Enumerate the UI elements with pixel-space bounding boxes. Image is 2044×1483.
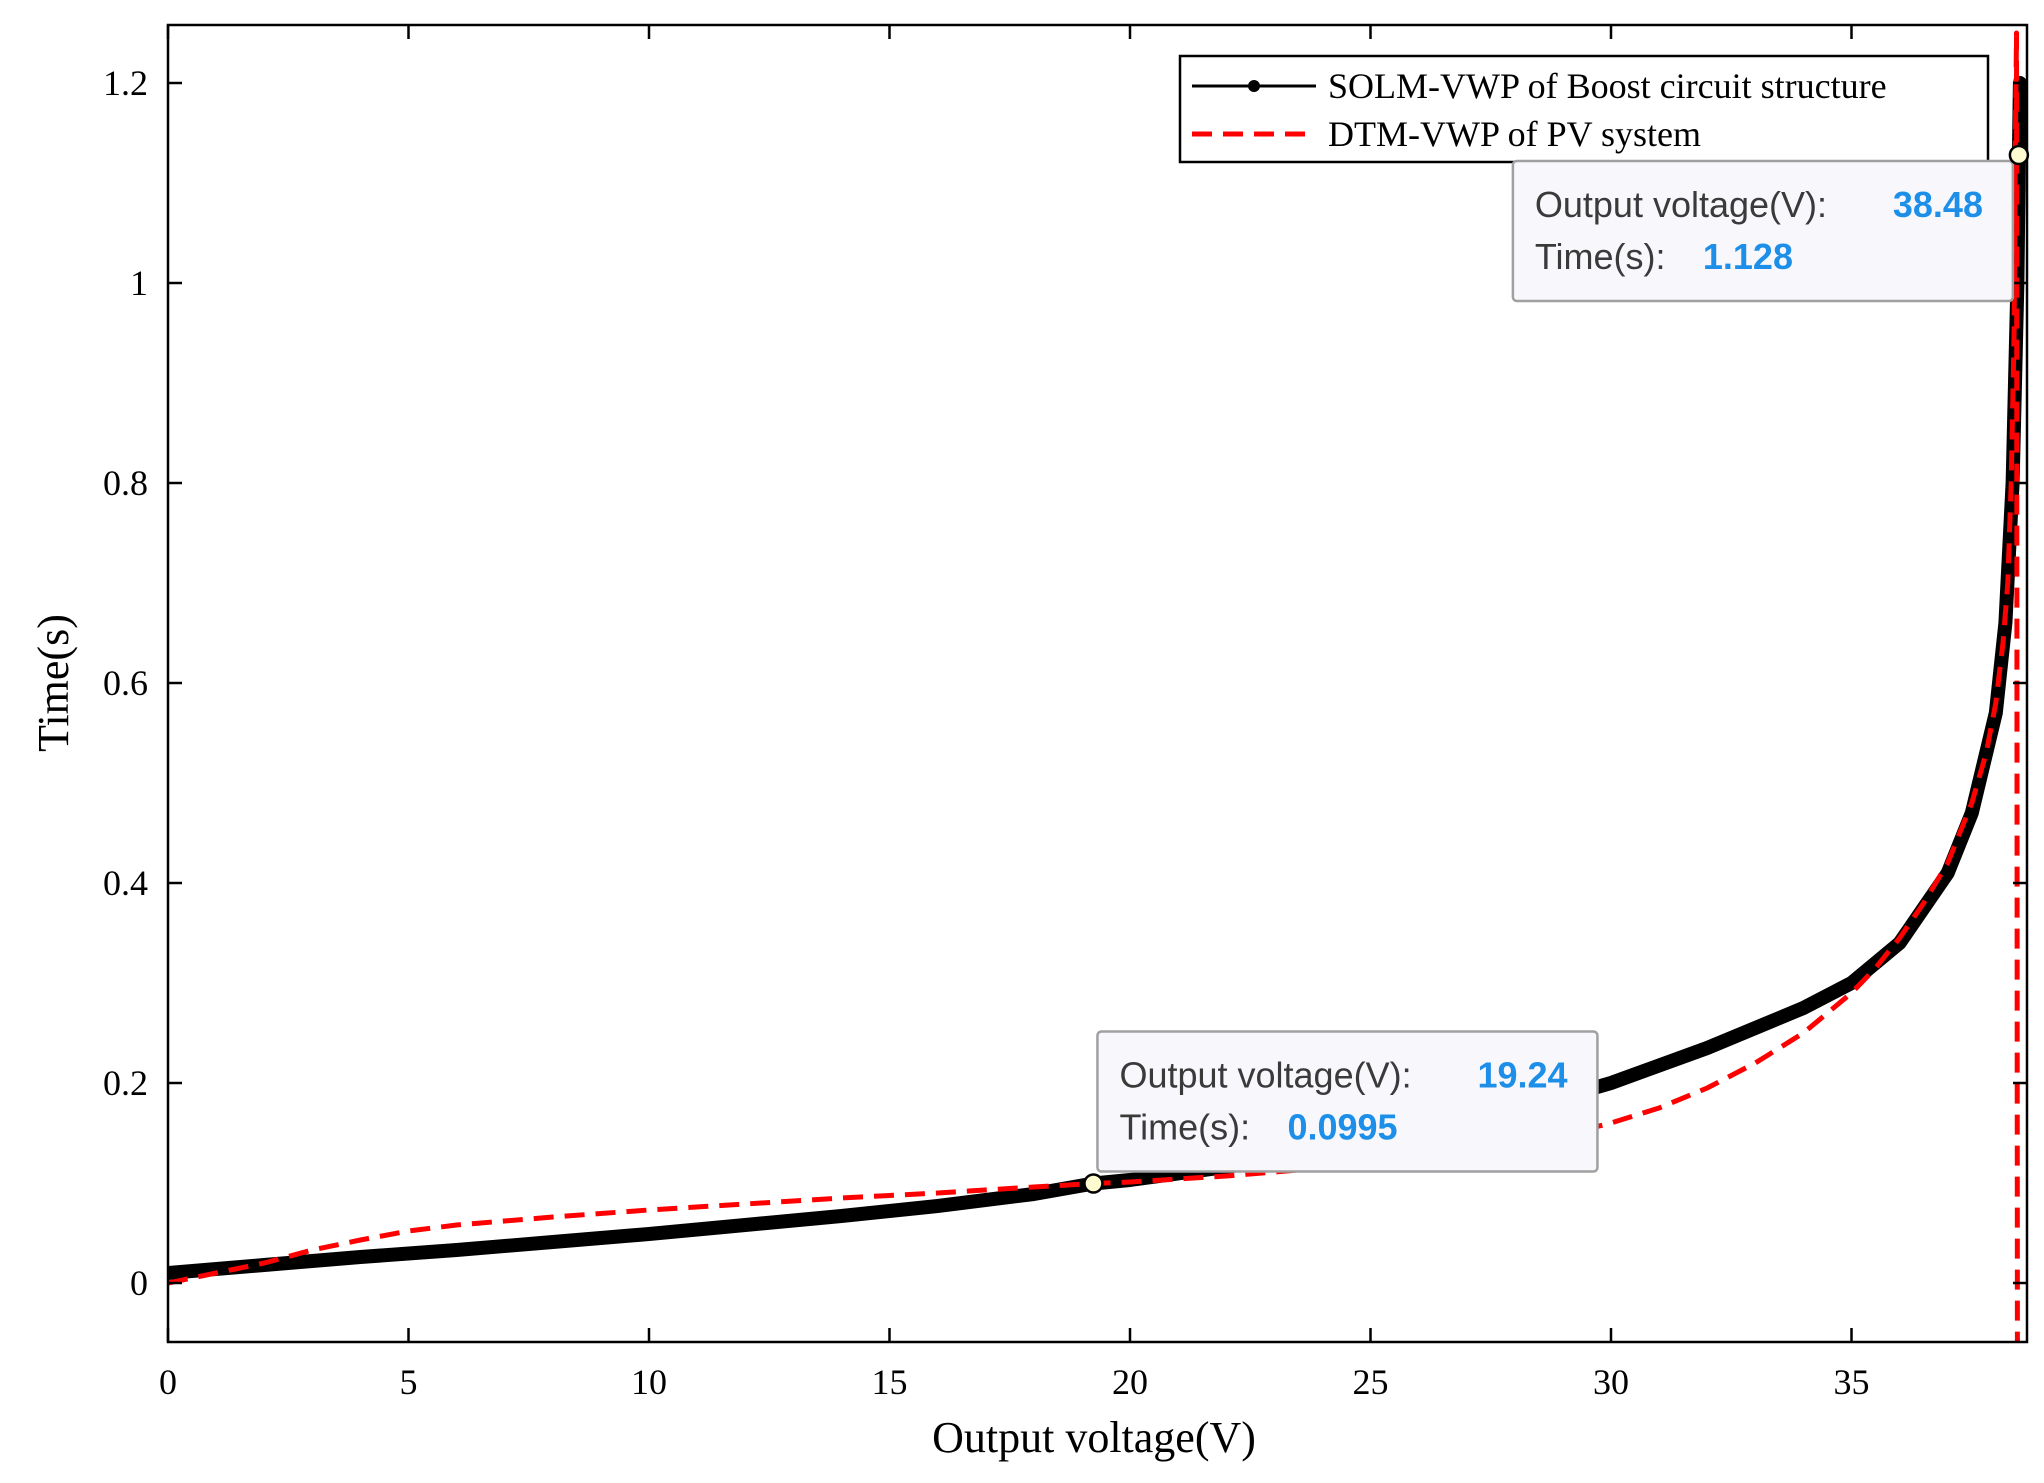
y-tick-label: 0.6	[103, 663, 148, 703]
y-tick-label: 0	[130, 1263, 148, 1303]
legend-label-solm: SOLM-VWP of Boost circuit structure	[1328, 66, 1887, 106]
y-tick-label: 1.2	[103, 63, 148, 103]
datatip-marker[interactable]	[1083, 1173, 1104, 1194]
x-tick-label: 25	[1353, 1362, 1389, 1402]
x-tick-label: 35	[1834, 1362, 1870, 1402]
series-dtm-line	[168, 30, 2020, 1342]
datatip-x-label: Output voltage(V):	[1119, 1055, 1411, 1096]
legend-marker-solm	[1248, 80, 1260, 92]
datatip-y-label: Time(s):	[1119, 1107, 1250, 1148]
y-tick-label: 0.2	[103, 1063, 148, 1103]
datatip-x-label: Output voltage(V):	[1535, 184, 1827, 225]
x-tick-label: 30	[1593, 1362, 1629, 1402]
legend-box	[1178, 54, 1990, 164]
datatip-1[interactable]: Output voltage(V): 38.48 Time(s): 1.128	[1511, 144, 2030, 303]
datatip-box	[1511, 159, 2015, 303]
datatip-marker[interactable]	[2008, 144, 2030, 166]
y-tick-label: 0.4	[103, 863, 148, 903]
x-tick-label: 0	[159, 1362, 177, 1402]
x-tick-label: 20	[1112, 1362, 1148, 1402]
datatip-y-label: Time(s):	[1535, 236, 1666, 277]
y-ticks: 0 0.2 0.4 0.6 0.8 1 1.2	[103, 63, 2027, 1303]
x-axis-title: Output voltage(V)	[932, 1413, 1256, 1462]
legend-label-dtm: DTM-VWP of PV system	[1328, 114, 1701, 154]
datatip-x-value: 38.48	[1893, 184, 1983, 225]
y-tick-label: 1	[130, 263, 148, 303]
datatip-2[interactable]: Output voltage(V): 19.24 Time(s): 0.0995	[1083, 1030, 1599, 1194]
y-axis-title: Time(s)	[29, 614, 78, 752]
x-tick-label: 5	[400, 1362, 418, 1402]
datatip-box	[1096, 1030, 1599, 1173]
legend[interactable]: SOLM-VWP of Boost circuit structure DTM-…	[1178, 54, 1990, 164]
datatip-x-value: 19.24	[1477, 1055, 1567, 1096]
x-tick-label: 15	[872, 1362, 908, 1402]
x-ticks: 0 5 10 15 20 25 30 35	[159, 25, 1870, 1402]
x-tick-label: 10	[631, 1362, 667, 1402]
y-tick-label: 0.8	[103, 463, 148, 503]
datatip-y-value: 0.0995	[1287, 1107, 1397, 1148]
datatip-y-value: 1.128	[1703, 236, 1793, 277]
